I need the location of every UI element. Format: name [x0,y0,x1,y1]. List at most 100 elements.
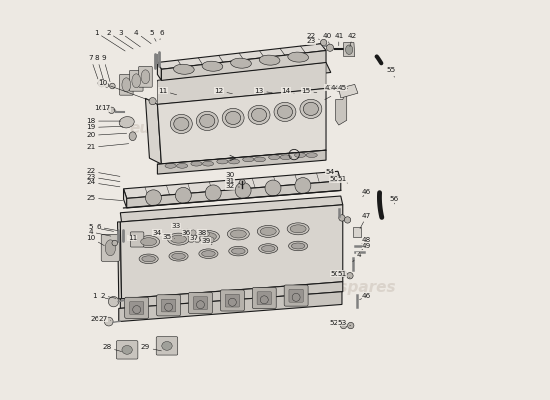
FancyBboxPatch shape [284,285,308,306]
Polygon shape [157,88,326,164]
Text: 4: 4 [89,229,111,236]
Circle shape [108,107,115,114]
Circle shape [340,270,346,277]
Text: 20: 20 [86,132,126,138]
Text: 10: 10 [86,235,104,246]
Polygon shape [120,282,343,308]
Text: 7: 7 [89,56,98,79]
Ellipse shape [243,157,254,162]
Text: 21: 21 [86,144,129,150]
Ellipse shape [170,114,192,134]
Ellipse shape [232,248,245,254]
Text: 24: 24 [86,180,120,187]
Ellipse shape [230,58,251,68]
Text: 6: 6 [96,224,118,230]
Ellipse shape [177,164,188,168]
Ellipse shape [202,161,213,166]
Circle shape [149,98,156,105]
Text: 46: 46 [360,294,371,300]
Text: 17: 17 [101,105,116,111]
Text: 48: 48 [362,237,371,244]
Ellipse shape [142,256,156,262]
Text: 37: 37 [190,235,204,241]
Ellipse shape [132,74,141,88]
Text: 50: 50 [330,271,344,277]
FancyBboxPatch shape [139,66,152,87]
Circle shape [265,180,281,196]
Ellipse shape [162,342,172,350]
Circle shape [112,240,118,246]
Ellipse shape [257,226,279,237]
Text: 54: 54 [326,169,339,175]
Text: 39: 39 [202,238,212,245]
Ellipse shape [303,102,318,116]
Text: 41: 41 [334,33,343,46]
Circle shape [145,190,161,206]
Ellipse shape [217,159,228,164]
Ellipse shape [202,251,215,257]
Ellipse shape [288,52,309,62]
Ellipse shape [170,235,186,243]
FancyBboxPatch shape [225,294,239,307]
FancyBboxPatch shape [193,297,208,310]
Text: 46: 46 [362,189,371,197]
Polygon shape [157,44,326,69]
Text: 42: 42 [348,33,358,47]
Ellipse shape [165,164,176,168]
Ellipse shape [191,161,202,166]
Polygon shape [145,98,161,164]
Circle shape [344,217,351,223]
Polygon shape [118,222,122,299]
Circle shape [208,237,214,243]
FancyBboxPatch shape [189,292,212,314]
Ellipse shape [169,252,188,261]
Circle shape [321,39,327,46]
Polygon shape [344,42,355,56]
Ellipse shape [199,249,218,258]
Text: 2: 2 [106,30,133,49]
Ellipse shape [229,246,248,256]
Circle shape [235,182,251,198]
Text: 55: 55 [386,68,395,77]
Polygon shape [336,88,346,125]
Text: 28: 28 [102,344,122,352]
Text: 53: 53 [337,320,351,326]
Circle shape [326,44,334,51]
Text: 38: 38 [198,230,211,237]
Circle shape [339,215,345,221]
Text: 23: 23 [86,174,120,182]
Text: 18: 18 [86,118,121,124]
Polygon shape [157,62,326,104]
Text: 10: 10 [98,80,147,99]
Ellipse shape [258,244,278,253]
Text: 22: 22 [86,168,120,176]
Text: 49: 49 [362,243,371,250]
Text: 23: 23 [306,38,321,44]
Circle shape [340,322,346,329]
Ellipse shape [141,70,150,84]
Text: 14: 14 [282,88,294,94]
Text: 4: 4 [353,252,361,262]
Ellipse shape [287,223,309,235]
Ellipse shape [268,155,280,160]
Ellipse shape [119,117,134,128]
FancyBboxPatch shape [130,232,144,247]
Text: 9: 9 [101,56,110,82]
FancyBboxPatch shape [289,289,303,302]
Text: 36: 36 [182,230,196,236]
FancyBboxPatch shape [156,337,178,355]
Polygon shape [124,171,341,198]
Text: 47: 47 [360,213,371,229]
Text: 26: 26 [90,316,104,322]
Text: 8: 8 [95,56,103,80]
Ellipse shape [122,346,133,354]
Ellipse shape [105,240,115,256]
Ellipse shape [222,108,244,128]
Circle shape [295,178,311,194]
Text: 50: 50 [329,176,342,182]
Circle shape [109,83,115,89]
FancyBboxPatch shape [252,288,276,308]
Polygon shape [157,62,161,80]
FancyBboxPatch shape [125,297,148,318]
Text: 30: 30 [226,172,239,180]
